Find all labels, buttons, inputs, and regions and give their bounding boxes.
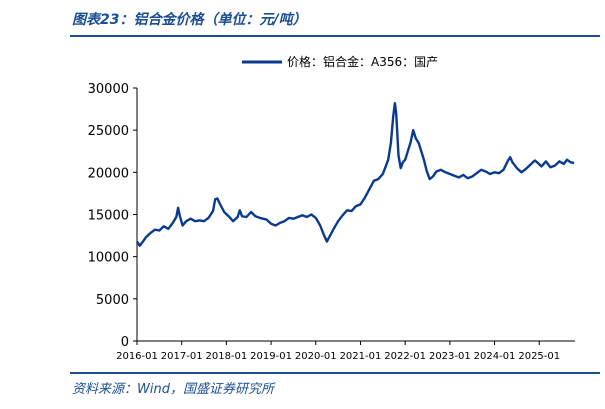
- y-tick-label: 0: [121, 335, 129, 350]
- y-ticks: 0 5000 10000 15000 20000 25000 30000: [88, 82, 137, 350]
- y-tick-label: 30000: [88, 82, 129, 97]
- y-tick-label: 25000: [88, 124, 129, 139]
- x-tick-label: 2018-01: [205, 351, 247, 362]
- y-tick-label: 15000: [88, 209, 129, 224]
- legend-label: 价格：铝合金：A356：国产: [287, 54, 438, 69]
- x-tick-label: 2020-01: [295, 351, 337, 362]
- x-tick-label: 2023-01: [429, 351, 471, 362]
- axes: [136, 88, 575, 342]
- x-tick-label: 2025-01: [518, 351, 560, 362]
- footer-rule: [70, 372, 600, 374]
- x-tick-label: 2022-01: [384, 351, 426, 362]
- x-tick-label: 2024-01: [474, 351, 516, 362]
- source-note: 资料来源：Wind，国盛证券研究所: [72, 382, 274, 397]
- x-tick-label: 2016-01: [116, 351, 158, 362]
- page-title: 图表23：铝合金价格（单位：元/吨）: [72, 12, 307, 28]
- series-line: [135, 102, 575, 247]
- x-ticks: 2016-01 2017-01 2018-01 2019-01 2020-01 2021-…: [116, 341, 560, 362]
- legend: 价格：铝合金：A356：国产: [242, 54, 438, 69]
- y-tick-label: 5000: [96, 293, 129, 308]
- title-underline: [70, 35, 600, 37]
- y-tick-label: 10000: [88, 251, 129, 266]
- x-tick-label: 2021-01: [340, 351, 382, 362]
- y-tick-label: 20000: [88, 166, 129, 181]
- x-tick-label: 2019-01: [250, 351, 292, 362]
- x-tick-label: 2017-01: [161, 351, 203, 362]
